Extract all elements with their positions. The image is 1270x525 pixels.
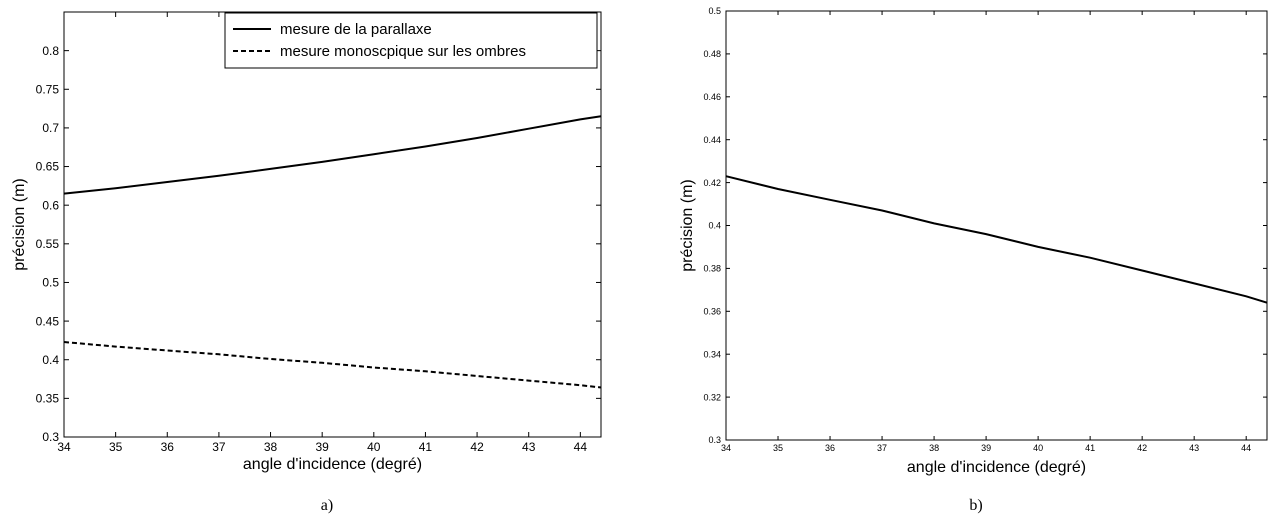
x-tick-label: 40 [1033,443,1043,453]
y-tick-label: 0.4 [708,221,721,231]
x-tick-label: 37 [877,443,887,453]
x-tick-label: 40 [367,440,381,454]
x-tick-label: 43 [522,440,536,454]
y-tick-label: 0.75 [36,82,60,96]
y-tick-label: 0.38 [703,264,721,274]
y-tick-label: 0.5 [42,276,59,290]
x-tick-label: 42 [470,440,484,454]
chart-a: 34 35 36 37 38 39 40 41 42 43 44 0.3 0.35 0.4 0.45 0.5 0… [11,11,602,514]
legend-box [224,12,598,69]
plot-frame [725,10,1268,441]
y-tick-label: 0.4 [42,353,59,367]
y-tick-label: 0.7 [42,121,59,135]
y-axis-label: précision (m) [679,179,696,271]
x-tick-label: 42 [1137,443,1147,453]
x-tick-label: 34 [721,443,731,453]
x-tick-label: 36 [825,443,835,453]
series-line-mesure-monoscpique-sur-les-ombres [63,341,602,389]
legend-label: mesure monoscpique sur les ombres [280,43,526,60]
y-tick-label: 0.6 [42,198,59,212]
chart-b: 34 35 36 37 38 39 40 41 42 43 44 0.3 0.32 0.34 0.36 0.3… [679,6,1268,514]
x-tick-label: 36 [161,440,175,454]
x-tick-label: 37 [212,440,226,454]
plot-frame [63,11,602,438]
series-line-0 [725,175,1268,304]
y-tick-label: 0.45 [36,314,60,328]
y-axis-label: précision (m) [11,178,28,270]
x-tick-label: 38 [264,440,278,454]
y-tick-label: 0.3 [708,435,721,445]
y-tick-label: 0.55 [36,237,60,251]
x-axis-label: angle d'incidence (degré) [243,456,422,473]
legend-label: mesure de la parallaxe [280,21,432,38]
y-tick-label: 0.65 [36,160,60,174]
y-tick-label: 0.5 [708,6,721,16]
x-tick-label: 41 [419,440,433,454]
y-tick-label: 0.36 [703,306,721,316]
x-tick-label: 39 [315,440,329,454]
x-tick-label: 35 [109,440,123,454]
x-tick-label: 38 [929,443,939,453]
series-line-mesure-de-la-parallaxe [63,115,602,195]
x-tick-label: 34 [57,440,71,454]
x-tick-label: 39 [981,443,991,453]
y-tick-label: 0.46 [703,92,721,102]
y-tick-label: 0.42 [703,178,721,188]
y-tick-label: 0.34 [703,349,721,359]
x-tick-label: 43 [1189,443,1199,453]
y-tick-label: 0.48 [703,49,721,59]
figure-caption: b) [969,497,982,514]
y-tick-label: 0.3 [42,430,59,444]
figure-caption: a) [321,497,333,514]
y-tick-label: 0.44 [703,135,721,145]
x-tick-label: 44 [1241,443,1251,453]
x-tick-label: 35 [773,443,783,453]
y-tick-label: 0.8 [42,44,59,58]
x-tick-label: 41 [1085,443,1095,453]
x-tick-label: 44 [574,440,588,454]
y-tick-label: 0.35 [36,392,60,406]
y-tick-label: 0.32 [703,392,721,402]
x-axis-label: angle d'incidence (degré) [907,459,1086,476]
